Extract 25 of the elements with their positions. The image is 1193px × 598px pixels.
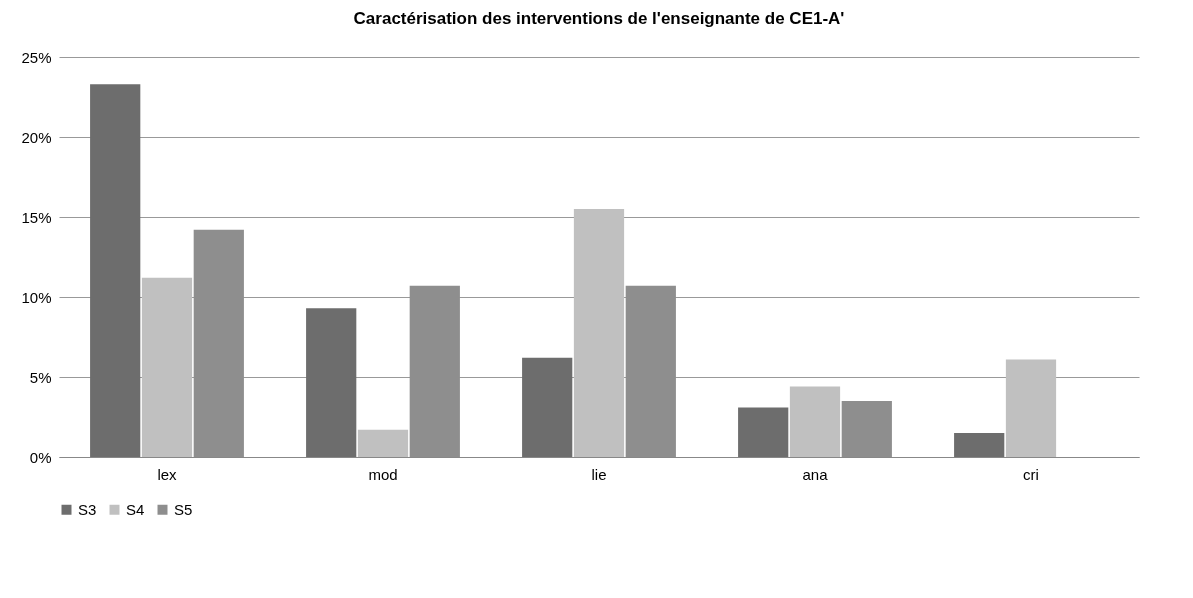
y-tick-label: 25%	[21, 48, 52, 66]
x-tick-label: lex	[157, 465, 178, 483]
chart-title: Caractérisation des interventions de l'enseignante de CE1-A'	[353, 9, 845, 28]
x-tick-label: cri	[1023, 465, 1039, 483]
bar	[522, 357, 573, 457]
y-tick-label: 5%	[29, 368, 52, 386]
x-tick-label: mod	[368, 465, 398, 483]
bar	[789, 386, 841, 457]
bar	[1005, 359, 1057, 457]
x-tick-label: lie	[591, 465, 607, 483]
bar	[141, 277, 193, 457]
x-tick-label: ana	[802, 465, 829, 483]
y-tick-label: 15%	[21, 208, 52, 226]
y-tick-label: 0%	[29, 448, 52, 466]
legend-label: S3	[78, 500, 97, 518]
bar	[954, 433, 1005, 457]
legend-label: S4	[126, 500, 145, 518]
y-tick-label: 10%	[21, 288, 52, 306]
bar	[573, 209, 625, 457]
bar	[357, 429, 409, 457]
bar	[306, 308, 357, 457]
bar	[90, 84, 141, 457]
y-tick-label: 20%	[21, 128, 52, 146]
bar	[738, 407, 789, 457]
legend-label: S5	[174, 500, 193, 518]
